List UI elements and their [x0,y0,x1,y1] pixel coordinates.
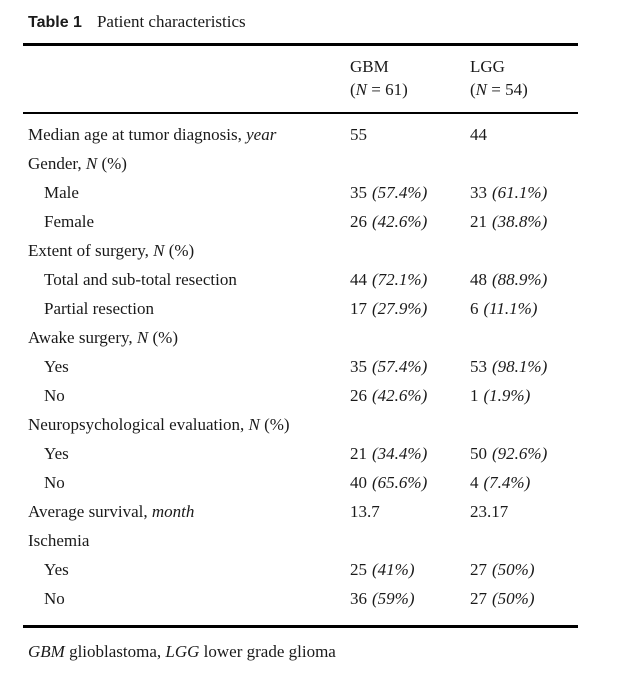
table-title-text: Patient characteristics [96,12,246,31]
lgg-value: 48 (88.9%) [470,270,548,289]
gbm-value: 25 (41%) [350,560,415,579]
table-header-row: GBM (N = 61) LGG (N = 54) [23,46,578,114]
table-row: Awake surgery, N (%) [23,323,578,352]
lgg-value [470,410,578,439]
row-label: Average survival, month [28,502,195,521]
table-row: Female 26 (42.6%) 21 (38.8%) [23,207,578,236]
table-row: No 26 (42.6%) 1 (1.9%) [23,381,578,410]
lgg-value: 44 [470,125,487,144]
table-row: Gender, N (%) [23,149,578,178]
row-label: Total and sub-total resection [44,270,237,289]
gbm-value [350,410,470,439]
lgg-value [470,236,578,265]
characteristics-table: GBM (N = 61) LGG (N = 54) Median age at … [23,46,578,613]
column-header-lgg: LGG (N = 54) [470,46,578,114]
column-header-gbm: GBM (N = 61) [350,46,470,114]
gbm-value: 36 (59%) [350,589,415,608]
row-label: Gender, N (%) [28,154,127,173]
row-label: No [44,386,65,405]
row-label: Yes [44,357,69,376]
gbm-value: 13.7 [350,502,380,521]
row-label: Median age at tumor diagnosis, year [28,125,277,144]
table-row: Average survival, month 13.7 23.17 [23,497,578,526]
gbm-value: 40 (65.6%) [350,473,428,492]
lgg-value: 53 (98.1%) [470,357,548,376]
row-label: Ischemia [28,531,90,550]
lgg-value: 27 (50%) [470,589,535,608]
lgg-value [470,526,578,555]
gbm-value: 55 [350,125,367,144]
row-label: No [44,589,65,608]
table-row: Extent of surgery, N (%) [23,236,578,265]
lgg-value [470,323,578,352]
gbm-value [350,149,470,178]
lgg-value: 27 (50%) [470,560,535,579]
gbm-value [350,526,470,555]
gbm-value: 17 (27.9%) [350,299,428,318]
table-row: No 40 (65.6%) 4 (7.4%) [23,468,578,497]
lgg-value: 4 (7.4%) [470,473,531,492]
table-row: Male 35 (57.4%) 33 (61.1%) [23,178,578,207]
lgg-value: 33 (61.1%) [470,183,548,202]
lgg-value: 1 (1.9%) [470,386,531,405]
table-row: Partial resection 17 (27.9%) 6 (11.1%) [23,294,578,323]
row-label: Yes [44,560,69,579]
lgg-n-count: (N = 54) [470,80,528,99]
table-footnote: GBM glioblastoma, LGG lower grade glioma [28,642,336,661]
table-row: No 36 (59%) 27 (50%) [23,584,578,613]
gbm-value: 44 (72.1%) [350,270,428,289]
footnote-abbrev-gbm: GBM [28,642,65,661]
row-label: Male [44,183,79,202]
gbm-value [350,323,470,352]
table-row: Yes 25 (41%) 27 (50%) [23,555,578,584]
lgg-value: 6 (11.1%) [470,299,538,318]
gbm-n-count: (N = 61) [350,80,408,99]
table-header: GBM (N = 61) LGG (N = 54) [23,46,578,114]
gbm-value [350,236,470,265]
table-row: Ischemia [23,526,578,555]
row-label: Yes [44,444,69,463]
gbm-column-name: GBM [350,57,389,76]
table-row: Median age at tumor diagnosis, year 55 4… [23,113,578,149]
characteristics-table-frame: GBM (N = 61) LGG (N = 54) Median age at … [23,43,578,628]
lgg-value: 50 (92.6%) [470,444,548,463]
row-label: Awake surgery, N (%) [28,328,178,347]
gbm-value: 35 (57.4%) [350,183,428,202]
row-label: No [44,473,65,492]
table-number-label: Table 1 [28,14,82,31]
row-label: Extent of surgery, N (%) [28,241,195,260]
table-row: Yes 35 (57.4%) 53 (98.1%) [23,352,578,381]
row-label: Neuropsychological evaluation, N (%) [28,415,290,434]
gbm-value: 21 (34.4%) [350,444,428,463]
lgg-column-name: LGG [470,57,505,76]
gbm-value: 26 (42.6%) [350,212,428,231]
lgg-value: 21 (38.8%) [470,212,548,231]
lgg-value [470,149,578,178]
lgg-value: 23.17 [470,502,509,521]
table-body: Median age at tumor diagnosis, year 55 4… [23,113,578,613]
gbm-value: 26 (42.6%) [350,386,428,405]
table-row: Yes 21 (34.4%) 50 (92.6%) [23,439,578,468]
row-label: Female [44,212,95,231]
table-caption: Table 1 Patient characteristics [28,12,578,32]
table-row: Total and sub-total resection 44 (72.1%) … [23,265,578,294]
header-empty-cell [23,46,350,114]
table-row: Neuropsychological evaluation, N (%) [23,410,578,439]
gbm-value: 35 (57.4%) [350,357,428,376]
footnote-abbrev-lgg: LGG [165,642,200,661]
row-label: Partial resection [44,299,154,318]
